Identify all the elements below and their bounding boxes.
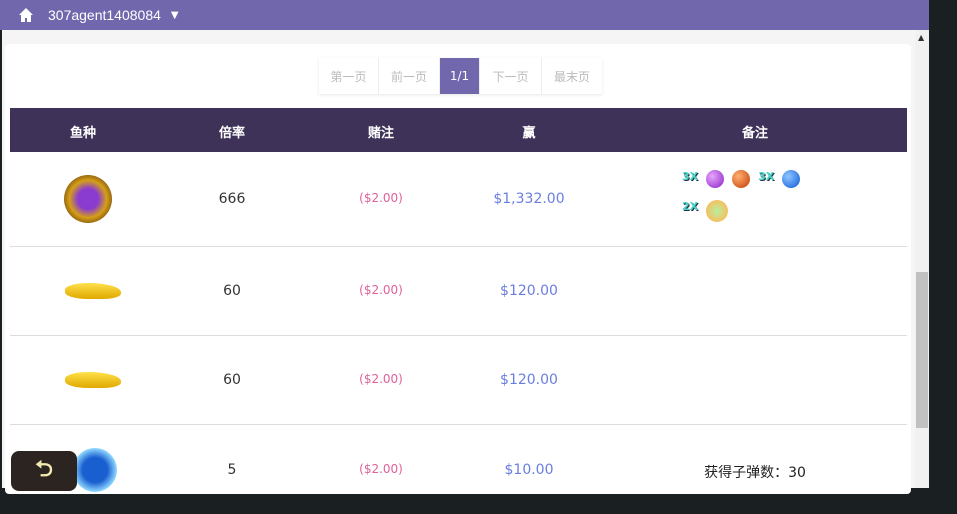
next-page-button[interactable]: 下一页 xyxy=(480,58,542,94)
dragon-orb-fish-icon xyxy=(64,175,112,223)
red-orb-icon xyxy=(732,170,751,188)
header-notes: 备注 xyxy=(741,126,769,141)
chevron-down-icon[interactable]: ▼ xyxy=(170,9,179,21)
blue-orb-icon xyxy=(782,170,801,188)
table-row: 60 ($2.00) $120.00 xyxy=(10,247,907,336)
bullet-bomb-fish-icon xyxy=(73,447,117,492)
scroll-up-icon[interactable]: ▲ xyxy=(918,33,925,42)
top-bar: 307agent1408084 ▼ xyxy=(0,0,929,30)
table-row: 5 ($2.00) $10.00 获得子弹数：30 xyxy=(10,425,907,514)
multiplier-badge: 2X xyxy=(682,200,699,213)
scrollbar-thumb[interactable] xyxy=(916,272,928,428)
first-page-button[interactable]: 第一页 xyxy=(319,58,379,94)
header-bet: 赌注 xyxy=(367,126,395,141)
multiplier: 60 xyxy=(223,283,241,299)
current-page: 1/1 xyxy=(440,58,480,94)
header-multiplier: 倍率 xyxy=(218,126,246,141)
win: $1,332.00 xyxy=(493,191,565,207)
multiplier: 5 xyxy=(227,461,237,478)
home-icon[interactable] xyxy=(18,7,34,23)
rainbow-orb-icon xyxy=(706,200,729,222)
header-fish: 鱼种 xyxy=(69,126,97,141)
username[interactable]: 307agent1408084 xyxy=(48,7,161,23)
multiplier-badge: 3X xyxy=(682,170,699,183)
header-win: 赢 xyxy=(522,126,536,141)
scrollbar[interactable]: ▲ xyxy=(915,30,929,488)
pagination: 第一页 前一页 1/1 下一页 最末页 xyxy=(319,58,602,94)
golden-shark-icon xyxy=(65,372,121,388)
bet: ($2.00) xyxy=(359,372,403,386)
return-icon: ⮌ xyxy=(35,457,53,482)
bet: ($2.00) xyxy=(359,283,403,297)
bet: ($2.00) xyxy=(359,191,403,205)
page: 第一页 前一页 1/1 下一页 最末页 鱼种 倍率 赌注 赢 备注 666 ($… xyxy=(2,30,915,494)
multiplier-badge: 3X xyxy=(758,170,775,183)
table-row: 60 ($2.00) $120.00 xyxy=(10,336,907,425)
win: $120.00 xyxy=(500,372,558,388)
last-page-button[interactable]: 最末页 xyxy=(553,69,590,84)
results-card: 第一页 前一页 1/1 下一页 最末页 鱼种 倍率 赌注 赢 备注 666 ($… xyxy=(5,44,911,494)
golden-shark-icon xyxy=(65,283,121,299)
table-header: 鱼种 倍率 赌注 赢 备注 xyxy=(10,108,907,152)
bet: ($2.00) xyxy=(359,461,403,476)
multiplier: 666 xyxy=(218,191,246,207)
table-row: 666 ($2.00) $1,332.00 3X 3X 2X xyxy=(10,152,907,247)
back-button[interactable]: ⮌ xyxy=(11,451,77,491)
bonus-notes: 3X 3X 2X xyxy=(682,170,842,222)
win: $10.00 xyxy=(504,461,554,478)
purple-orb-icon xyxy=(706,170,725,188)
multiplier: 60 xyxy=(223,372,241,388)
prev-page-button[interactable]: 前一页 xyxy=(379,58,440,94)
win: $120.00 xyxy=(500,283,558,299)
note: 获得子弹数：30 xyxy=(704,464,806,481)
